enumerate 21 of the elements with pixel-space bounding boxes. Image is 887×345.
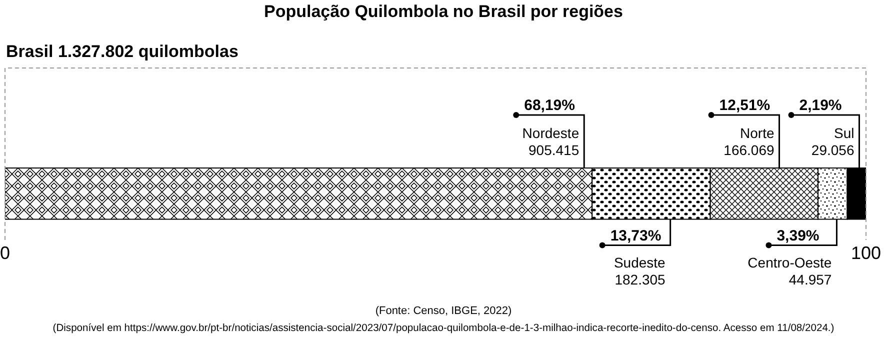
data-label: 68,19% (524, 97, 575, 114)
data-label: 12,51% (719, 97, 770, 114)
text: (Disponível em https://www.gov.br/pt-br/noticias/assistencia-social/2023/07/populacao-quilombola-e-de-1-3-milhao-indica-recorte-inedito-do-censo. Acesso em 11/08/2024.) (52, 323, 836, 334)
series-label: Nordeste (522, 125, 580, 141)
data-label: 13,73% (610, 227, 662, 244)
annotation: 166.069 (724, 142, 774, 158)
series-label: Norte (740, 125, 774, 141)
annotation: 29.056 (811, 142, 854, 158)
chart-subtitle: Brasil 1.327.802 quilombolas (6, 42, 238, 62)
x-tick-label: 100 (850, 242, 882, 263)
text: Centro-Oeste (748, 254, 832, 270)
text: Sudeste (614, 254, 666, 270)
annotation: 905.415 (528, 142, 580, 158)
chart-title: População Quilombola no Brasil por regiões (263, 2, 624, 22)
text: 44.957 (788, 271, 832, 288)
x-tick-label: 0 (0, 242, 10, 263)
data-label: 3,39% (776, 227, 820, 244)
data-label: 2,19% (799, 97, 842, 114)
text: (Fonte: Censo, IBGE, 2022) (374, 305, 513, 317)
series-label: Sul (834, 125, 854, 141)
text: 182.305 (614, 271, 666, 288)
